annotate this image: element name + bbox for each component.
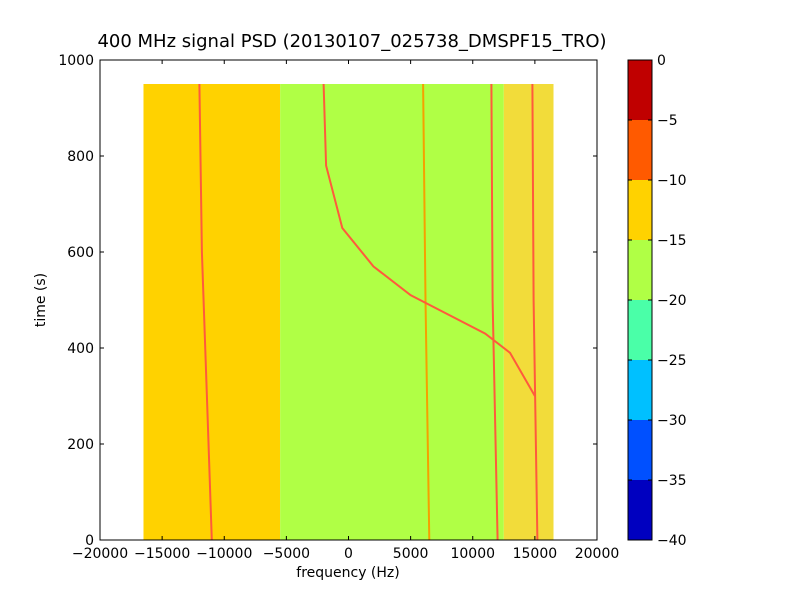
signal-trace-line-b bbox=[422, 83, 431, 541]
x-axis: −20000 −15000 −10000 −5000 0 5000 10000 15000 20… bbox=[72, 60, 619, 562]
colorbar-tick-label: −15 bbox=[657, 233, 687, 249]
colorbar-tick-label: −10 bbox=[657, 173, 687, 189]
colorbar-bin bbox=[628, 240, 652, 300]
x-tick-label: 5000 bbox=[393, 546, 429, 562]
x-tick-label: 0 bbox=[344, 546, 353, 562]
x-tick-label: 10000 bbox=[450, 546, 495, 562]
x-tick-label: −5000 bbox=[263, 546, 310, 562]
signal-trace-line-d bbox=[531, 83, 539, 541]
colorbar-ticks: 0 −5 −10 −15 −20 −25 −30 −35 −40 bbox=[628, 53, 687, 549]
heatmap-region bbox=[503, 84, 554, 540]
heatmap-region bbox=[143, 84, 281, 540]
colorbar: 0 −5 −10 −15 −20 −25 −30 −35 −40 bbox=[627, 53, 687, 549]
x-tick-label: 20000 bbox=[575, 546, 620, 562]
plot-area: −20000 −15000 −10000 −5000 0 5000 10000 15000 20… bbox=[58, 53, 619, 562]
heatmap-regions bbox=[143, 84, 554, 540]
x-tick-label: −20000 bbox=[72, 546, 128, 562]
y-axis: 0 200 400 600 800 1000 bbox=[58, 53, 597, 549]
chart-title: 400 MHz signal PSD (20130107_025738_DMSP… bbox=[97, 31, 606, 52]
signal-trace-doppler-sweep bbox=[322, 83, 536, 397]
colorbar-tick-label: −25 bbox=[657, 353, 687, 369]
colorbar-bin bbox=[628, 60, 652, 120]
y-tick-label: 600 bbox=[67, 245, 94, 261]
y-axis-label: time (s) bbox=[33, 273, 49, 327]
colorbar-tick-label: −30 bbox=[657, 413, 687, 429]
colorbar-bin bbox=[628, 480, 652, 540]
signal-trace-line-a bbox=[198, 83, 213, 541]
y-tick-label: 800 bbox=[67, 149, 94, 165]
x-axis-label: frequency (Hz) bbox=[296, 565, 399, 581]
colorbar-tick-label: −20 bbox=[657, 293, 687, 309]
y-tick-label: 200 bbox=[67, 437, 94, 453]
x-tick-label: −10000 bbox=[196, 546, 252, 562]
x-tick-label: −15000 bbox=[134, 546, 190, 562]
colorbar-tick-label: 0 bbox=[657, 53, 666, 69]
y-tick-label: 400 bbox=[67, 341, 94, 357]
y-tick-label: 0 bbox=[85, 533, 94, 549]
heatmap-signals bbox=[198, 83, 539, 541]
colorbar-bins bbox=[628, 60, 652, 540]
colorbar-tick-label: −5 bbox=[657, 113, 678, 129]
colorbar-tick-label: −40 bbox=[657, 533, 687, 549]
colorbar-bin bbox=[628, 300, 652, 360]
colorbar-bin bbox=[628, 180, 652, 240]
colorbar-bin bbox=[628, 360, 652, 420]
colorbar-tick-label: −35 bbox=[657, 473, 687, 489]
x-tick-label: 15000 bbox=[513, 546, 558, 562]
colorbar-bin bbox=[628, 120, 652, 180]
heatmap-region bbox=[280, 84, 504, 540]
colorbar-bin bbox=[628, 420, 652, 480]
y-tick-label: 1000 bbox=[58, 53, 94, 69]
signal-trace-line-c bbox=[490, 83, 499, 541]
